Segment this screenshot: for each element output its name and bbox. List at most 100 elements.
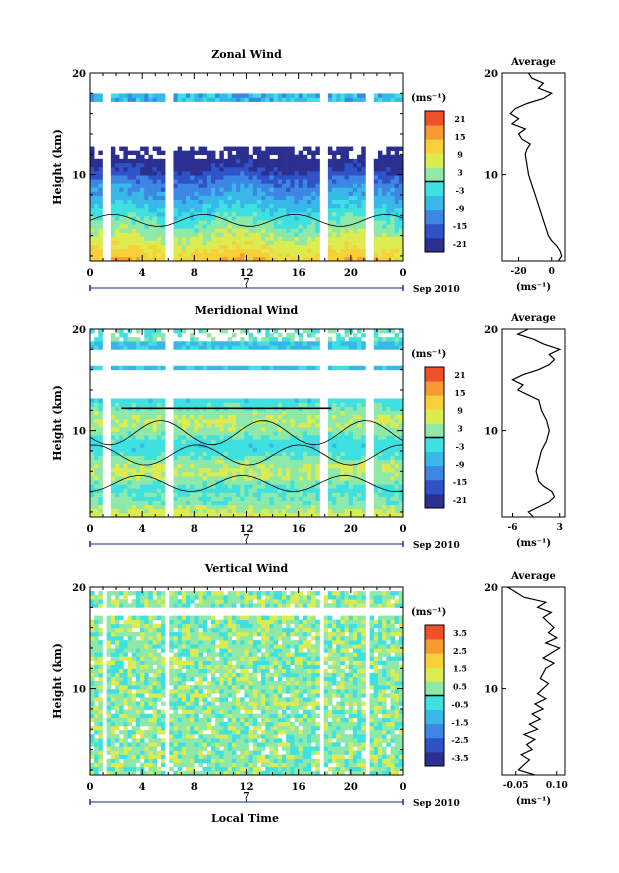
heatmap-cell [215, 512, 220, 518]
heatmap-cell [135, 232, 141, 237]
heatmap-cell [123, 512, 128, 518]
heatmap-cell [206, 418, 212, 424]
heatmap-cell [231, 195, 237, 200]
heatmap-cell [352, 455, 358, 461]
heatmap-cell [202, 97, 208, 102]
heatmap-cell [110, 443, 116, 448]
heatmap-cell [152, 754, 158, 759]
heatmap-cell [386, 216, 391, 221]
heatmap-cell [190, 162, 195, 168]
heatmap-cell [281, 345, 287, 350]
heatmap-cell [315, 203, 320, 209]
heatmap-cell [311, 455, 316, 461]
heatmap-cell [277, 423, 283, 428]
heatmap-cell [394, 216, 400, 221]
colorbar-swatch [425, 381, 444, 396]
heatmap-cell [177, 435, 183, 440]
heatmap-cell [110, 345, 116, 350]
heatmap-cell [298, 496, 304, 501]
heatmap-cell [115, 162, 120, 168]
heatmap-cell [311, 167, 316, 172]
heatmap-cell [115, 252, 120, 258]
heatmap-cell [302, 476, 308, 481]
heatmap-cell [173, 195, 178, 200]
heatmap-cell [198, 228, 203, 233]
heatmap-cell [202, 248, 208, 254]
heatmap-cell [94, 463, 99, 469]
heatmap-cell [315, 195, 320, 200]
heatmap-cell [140, 488, 145, 493]
heatmap-cell [190, 240, 195, 245]
heatmap-cell [231, 220, 237, 225]
heatmap-cell [261, 508, 266, 514]
heatmap-cell [231, 162, 237, 168]
heatmap-cell [110, 203, 116, 209]
heatmap-cell [94, 203, 99, 209]
heatmap-cell [215, 472, 220, 477]
heatmap-cell [290, 154, 295, 160]
heatmap-cell [131, 738, 137, 743]
heatmap-cell [348, 496, 354, 501]
heatmap-cell [127, 619, 133, 625]
heatmap-cell [248, 435, 254, 440]
heatmap-cell [277, 256, 283, 262]
heatmap-cell [160, 443, 166, 448]
heatmap-cell [190, 459, 195, 465]
heatmap-cell [110, 758, 116, 764]
heatmap-cell [294, 329, 299, 334]
heatmap-cell [148, 725, 153, 731]
heatmap-cell [386, 423, 391, 428]
heatmap-cell [98, 232, 103, 237]
heatmap-cell [185, 252, 191, 258]
heatmap-cell [94, 750, 99, 755]
heatmap-cell [386, 455, 391, 461]
heatmap-cell [94, 664, 99, 670]
heatmap-cell [265, 492, 270, 497]
heatmap-cell [115, 640, 120, 645]
heatmap-cell [206, 333, 212, 338]
heatmap-cell [94, 195, 99, 200]
heatmap-cell [148, 697, 153, 702]
heatmap-cell [256, 484, 262, 489]
heatmap-cell [160, 162, 166, 168]
heatmap-cell [261, 455, 266, 461]
heatmap-cell [140, 615, 145, 620]
heatmap-cell [277, 191, 283, 196]
heatmap-cell [277, 508, 283, 514]
heatmap-cell [119, 224, 124, 229]
heatmap-cell [223, 236, 229, 241]
heatmap-cell [382, 244, 387, 250]
heatmap-cell [248, 252, 254, 258]
heatmap-cell [286, 220, 291, 225]
heatmap-cell [373, 199, 379, 205]
heatmap-cell [269, 435, 274, 440]
heatmap-cell [223, 459, 229, 465]
heatmap-cell [273, 500, 279, 506]
heatmap-cell [352, 484, 358, 489]
heatmap-cell [202, 252, 208, 258]
heatmap-cell [144, 705, 149, 710]
heatmap-cell [219, 179, 224, 184]
heatmap-cell [344, 435, 350, 440]
heatmap-cell [206, 248, 212, 254]
heatmap-cell [148, 599, 153, 604]
heatmap-cell [315, 97, 320, 102]
heatmap-cell [390, 341, 395, 346]
heatmap-cell [248, 463, 254, 469]
heatmap-cell [311, 158, 316, 164]
heatmap-cell [190, 341, 195, 346]
heatmap-cell [123, 228, 128, 233]
heatmap-cell [311, 224, 316, 229]
heatmap-cell [115, 207, 120, 213]
heatmap-cell [248, 187, 254, 192]
heatmap-cell [135, 228, 141, 233]
heatmap-cell [256, 492, 262, 497]
heatmap-cell [286, 439, 291, 444]
heatmap-cell [311, 211, 316, 217]
heatmap-cell [277, 496, 283, 501]
heatmap-cell [382, 236, 387, 241]
heatmap-cell [119, 512, 124, 518]
heatmap-cell [377, 236, 383, 241]
heatmap-cell [252, 512, 258, 518]
heatmap-cell [119, 467, 124, 473]
